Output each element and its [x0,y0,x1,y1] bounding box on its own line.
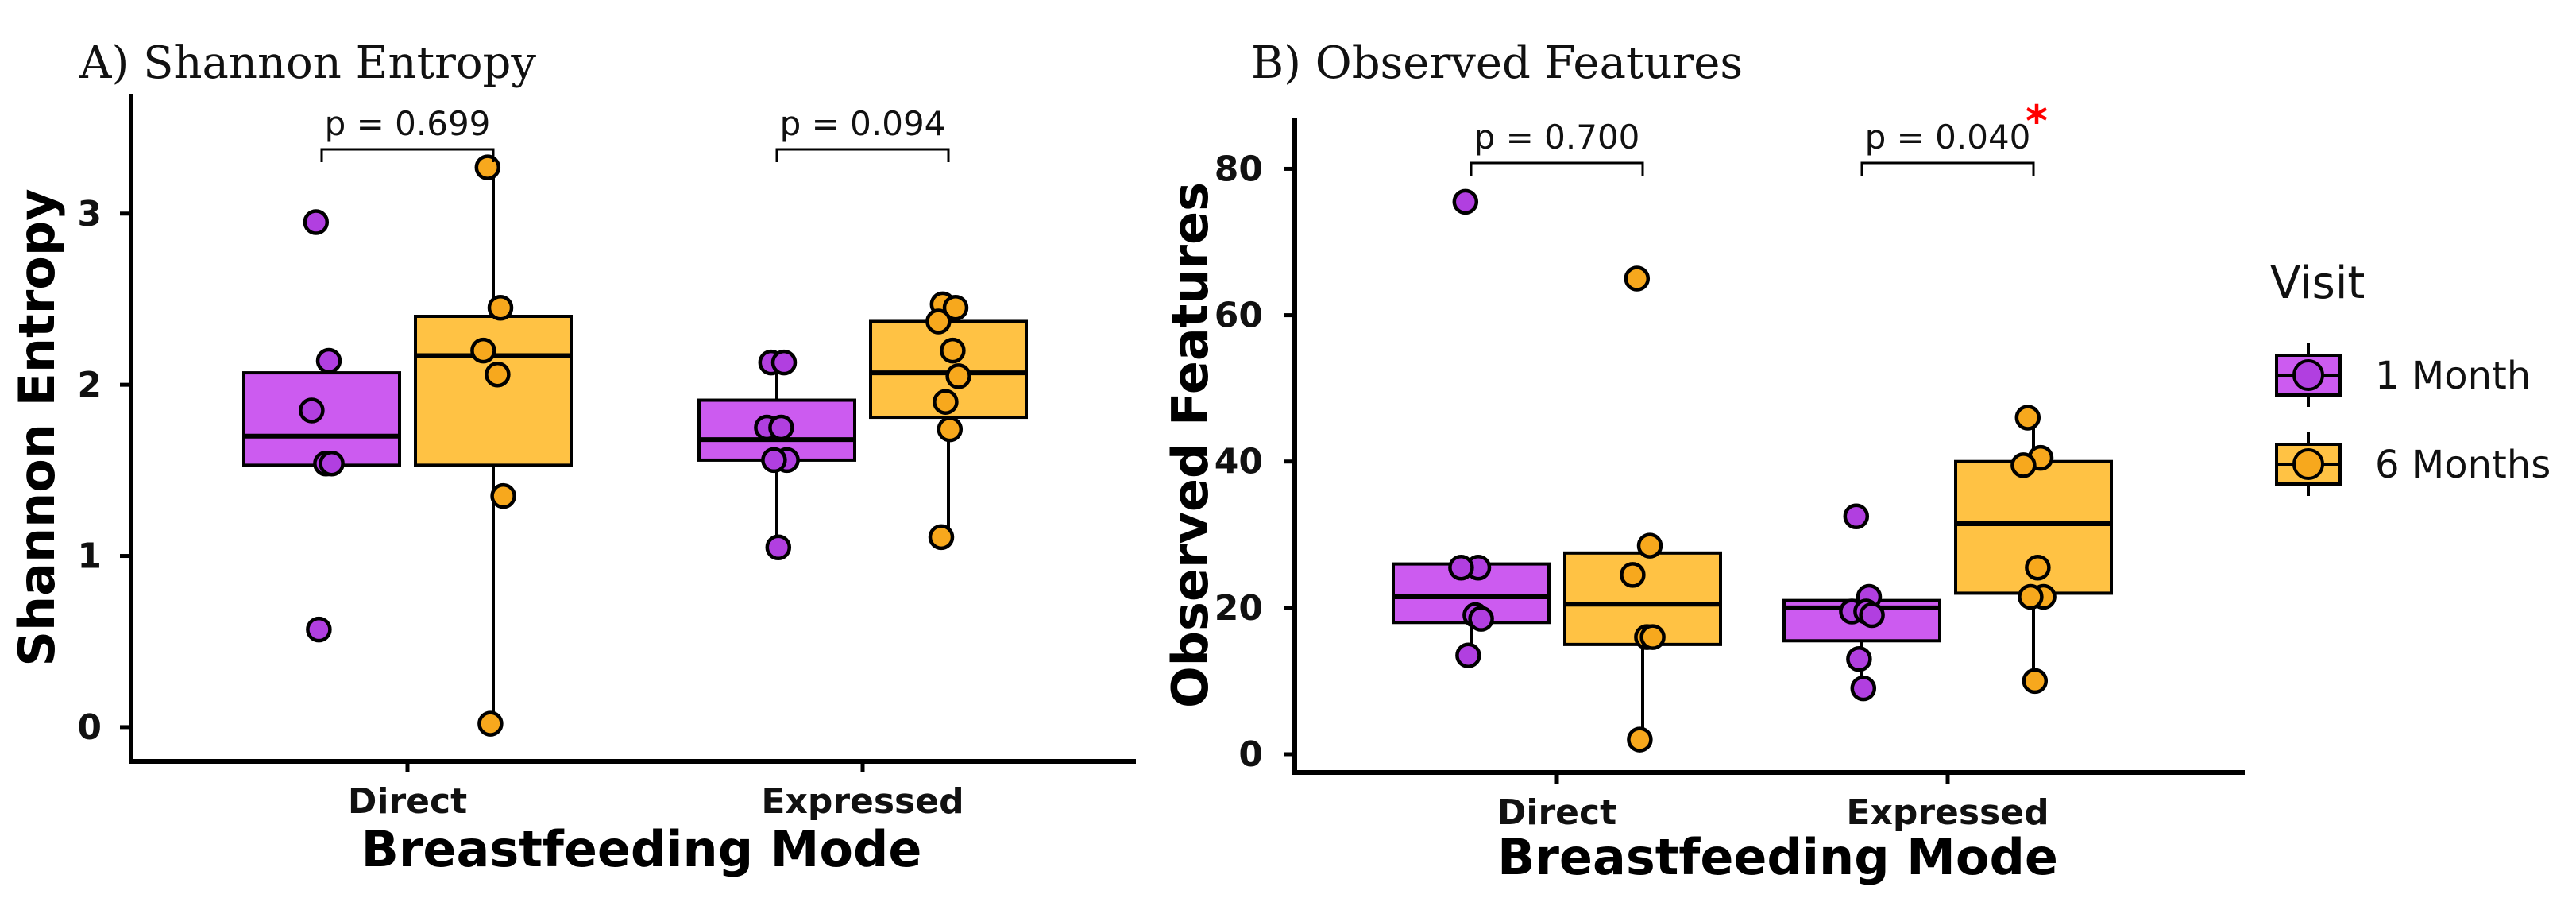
legend: Visit 1 Month 6 Months [2270,257,2551,496]
panel-b-direct-1-month-box-group [1392,188,1551,668]
panel-b: B) Observed Features 0 20 40 60 80 Direct Expre… [1161,37,2245,886]
panel-b-expressed-1-month-data-point [1846,646,1872,672]
panel-b-title: B) Observed Features [1251,37,1743,89]
panel-b-y-tick-label: 60 [1215,296,1263,336]
panel-a-direct-comparison-bracket [320,148,495,162]
panel-b-y-axis-title: Observed Features [1161,182,1219,708]
panel-b-direct-comparison-p-value: p = 0.700 [1474,118,1640,157]
panel-a-expressed-comparison-bracket [775,148,950,162]
panel-a: A) Shannon Entropy 0 1 2 3 Direct ExpressedBre… [8,37,1136,878]
panel-a-direct-comparison-p-value: p = 0.699 [325,104,491,143]
panel-b-expressed-comparison: p = 0.040* [1860,96,2048,176]
panel-b-direct-1-month-data-point [1455,642,1481,668]
panel-a-expressed-6-months-box-group [869,291,1028,551]
panel-a-expressed-1-month-data-point [770,349,798,376]
panel-b-expressed-6-months-data-point [2025,554,2051,581]
panel-b-expressed-comparison-significance-star: * [2026,96,2048,146]
panel-a-y-tick-label: 2 [77,365,102,405]
panel-b-direct-1-month-data-point [1468,606,1494,632]
panel-a-expressed-1-month-box-group [697,349,856,561]
panel-a-expressed-6-months-data-point [940,337,966,364]
panel-b-y-tick-label: 20 [1215,588,1263,629]
panel-b-direct-1-month-data-point [1452,188,1479,215]
panel-b-expressed-6-months-data-point [2014,405,2041,431]
panel-a-direct-comparison: p = 0.699 [320,104,495,162]
panel-a-expressed-1-month-data-point [768,414,794,441]
legend-item-1-month: 1 Month [2275,343,2531,407]
panel-b-direct-comparison: p = 0.700 [1470,118,1644,176]
panel-a-expressed-1-month-data-point [761,447,787,474]
panel-b-direct-6-months-data-point [1639,624,1666,650]
panel-b-x-tick-label-expressed: Expressed [1846,792,2049,833]
panel-a-expressed-6-months-data-point [937,416,964,443]
legend-item-6-months: 6 Months [2275,432,2551,496]
panel-b-direct-6-months-data-point [1627,726,1653,753]
legend-label-1-month: 1 Month [2375,354,2531,398]
panel-a-direct-1-month-data-point [315,347,342,374]
panel-b-expressed-6-months-box-group [1954,405,2113,695]
panel-a-expressed-6-months-data-point [933,389,959,415]
panel-a-expressed-6-months-data-point [945,363,971,389]
panel-b-direct-comparison-bracket [1470,161,1644,176]
panel-a-expressed-6-months-data-point [925,308,952,335]
legend-label-6-months: 6 Months [2375,443,2551,487]
panel-b-direct-1-month-data-point [1448,554,1474,581]
panel-a-y-tick-label: 3 [77,194,102,234]
panel-a-direct-1-month-box [242,371,401,467]
panel-a-direct-1-month-box-group [242,209,401,643]
panel-b-expressed-1-month-data-point [1859,602,1885,629]
panel-a-direct-6-months-box-group [414,154,573,737]
panel-a-direct-1-month-data-point [306,616,332,643]
panel-b-expressed-1-month-data-point [1843,503,1870,530]
legend-key-point-6-months [2292,448,2324,480]
panel-a-expressed-6-months-data-point [942,294,969,321]
panel-b-expressed-1-month-data-point [1850,675,1877,702]
panel-a-expressed-1-month-data-point [765,534,792,561]
panel-a-expressed-6-months-data-point [928,524,955,551]
panel-a-y-tick-label: 0 [77,707,102,748]
panel-b-expressed-6-months-data-point [2022,668,2049,695]
panel-b-expressed-comparison-p-value: p = 0.040 [1865,118,2031,157]
panel-a-y-axis-title: Shannon Entropy [8,188,66,666]
panel-a-direct-1-month-data-point [319,450,345,477]
legend-title: Visit [2270,257,2365,309]
panel-a-direct-1-month-data-point [303,209,330,235]
panel-b-direct-6-months-box-group [1563,265,1722,753]
panel-a-direct-6-months-data-point [477,710,504,737]
panel-a-direct-6-months-data-point [470,337,496,364]
panel-a-direct-1-month-data-point [299,397,325,424]
panel-b-expressed-6-months-data-point [2010,452,2037,478]
legend-key-point-1-month [2292,359,2324,391]
panel-b-y-tick-label: 0 [1238,734,1263,775]
panel-a-direct-6-months-data-point [485,361,511,388]
panel-a-title: A) Shannon Entropy [79,37,536,89]
panel-a-direct-6-months-data-point [474,154,501,180]
panel-b-x-axis-title: Breastfeeding Mode [1497,828,2058,886]
panel-b-expressed-6-months-data-point [2018,583,2044,610]
panel-b-direct-6-months-data-point [1636,532,1663,559]
panel-a-x-tick-label-expressed: Expressed [761,781,964,822]
panel-a-direct-6-months-data-point [490,482,516,509]
panel-a-expressed-comparison: p = 0.094 [775,104,950,162]
panel-b-direct-6-months-data-point [1620,562,1646,588]
panel-b-y-tick-label: 40 [1215,442,1263,482]
panel-b-y-tick-label: 80 [1215,149,1263,189]
panel-b-expressed-comparison-bracket [1860,161,2035,176]
panel-a-direct-6-months-data-point [487,294,514,321]
panel-b-expressed-1-month-box-group [1782,503,1941,702]
panel-a-direct-6-months-box [414,315,573,467]
panel-a-x-tick-label-direct: Direct [348,781,467,822]
panel-a-expressed-comparison-p-value: p = 0.094 [780,104,946,143]
panel-b-x-tick-label-direct: Direct [1497,792,1616,833]
panel-a-y-tick-label: 1 [77,536,102,577]
panel-a-x-axis-title: Breastfeeding Mode [361,820,922,878]
panel-b-direct-6-months-data-point [1624,265,1651,292]
